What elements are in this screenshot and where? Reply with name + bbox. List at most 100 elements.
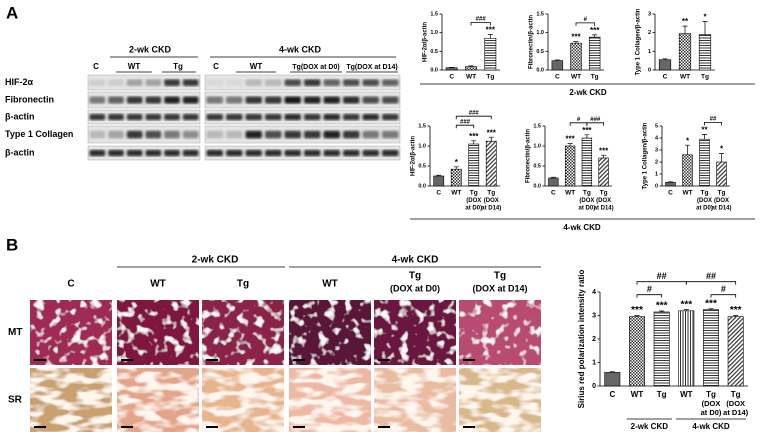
x-tick-label: Tg [701,74,709,81]
bracket [704,122,722,126]
bracket-label: ### [590,117,601,123]
x-tick-label: Tg [583,190,591,197]
blot-band [343,113,360,121]
blot-band [108,130,124,139]
significance: *** [656,301,668,312]
blot-row-label: HIF-2α [5,77,34,87]
blot-group-label: 2-wk CKD [129,44,172,54]
blot-band [206,79,223,86]
blot-band [164,79,180,86]
blot-lane-label: Tg(DOX at D14) [346,64,397,71]
significance: * [455,158,459,167]
x-tick-label: C [609,390,615,399]
histology-column-label: (DOX at D0) [390,283,440,293]
blot-strip [204,145,401,161]
significance: *** [582,126,592,135]
x-tick-label: Tg [701,190,709,197]
blot-band [362,79,379,86]
blot-band [164,149,180,157]
blot-lane-label: C [213,62,219,71]
blot-band [145,96,162,104]
blot-row-label: Type 1 Collagen [5,129,73,139]
histology-column-label: WT [322,279,338,290]
bracket-label: ## [706,271,716,281]
blot-lane-label: Tg [173,62,183,71]
blot-band [226,113,243,121]
error-bar [601,154,607,158]
blot-band [382,149,399,157]
blot-band [89,79,106,86]
blot-band [323,96,340,104]
bracket [455,115,492,120]
bar [485,140,497,187]
blot-band [164,96,180,104]
blot-band [89,113,106,121]
significance: *** [487,128,497,137]
y-tick-label: 0.5 [430,49,438,55]
blot-band [164,130,180,139]
significance: *** [469,132,479,141]
y-tick-label: 3 [648,11,651,17]
x-tick-label: WT [466,74,476,81]
blot-band [362,130,379,139]
x-tick-label: Tg [600,190,608,197]
blot-band [382,113,399,121]
blot-band [206,113,223,121]
y-tick-label: 1.0 [536,30,544,36]
significance: *** [730,305,742,316]
x-tick-label: at D0) [465,206,482,212]
y-tick-label: 0.0 [430,67,438,73]
error-bar [683,309,689,311]
histology-image [374,368,456,432]
histology-column-label: Tg [494,271,506,282]
bar [598,157,609,187]
x-tick-label: (DOX [714,198,729,204]
significance: ** [701,126,708,135]
y-axis-label: HIF-2α/β-actin [423,22,429,62]
histology-group-label: 4-wk CKD [392,255,439,266]
bracket-label: ### [469,110,480,116]
bar [588,36,601,71]
bar [581,137,593,187]
significance: *** [705,298,717,309]
histology-image [117,300,199,365]
blot-band [323,113,340,121]
x-tick-label: (DOX [726,399,745,408]
bracket [470,22,491,26]
blot-strip [204,125,401,144]
significance: * [703,13,707,22]
blot-band [226,79,243,86]
blot-band [304,96,321,104]
blot-row-label: β-actin [5,111,35,121]
blot-band [126,149,143,157]
bar [698,34,712,71]
group-label: 2-wk CKD [631,422,669,431]
histology-image [202,368,284,432]
error-bar [554,59,560,61]
error-bar [488,136,494,142]
y-tick-label: 1 [592,359,596,366]
blot-strip [87,109,201,125]
bar [703,309,719,387]
group-label: 4-wk CKD [563,223,601,232]
error-bar [468,65,474,67]
error-bar [634,315,640,317]
y-tick-label: 1.5 [533,123,541,129]
blot-band [382,130,399,139]
x-tick-label: at D0) [696,206,713,212]
x-tick-label: at D0) [701,408,722,417]
y-tick-label: 3 [655,147,658,153]
significance: *** [486,26,496,35]
error-bar [702,134,707,140]
x-tick-label: (DOX [484,198,499,204]
x-tick-label: C [551,190,556,197]
significance: *** [680,299,692,310]
significance: *** [571,33,581,42]
blot-band [284,96,301,104]
histology-column-label: C [67,279,74,290]
blot-strip [204,74,401,91]
histology-row-label: SR [8,395,23,406]
significance: *** [565,135,575,144]
y-tick-label: 0.0 [533,183,541,189]
